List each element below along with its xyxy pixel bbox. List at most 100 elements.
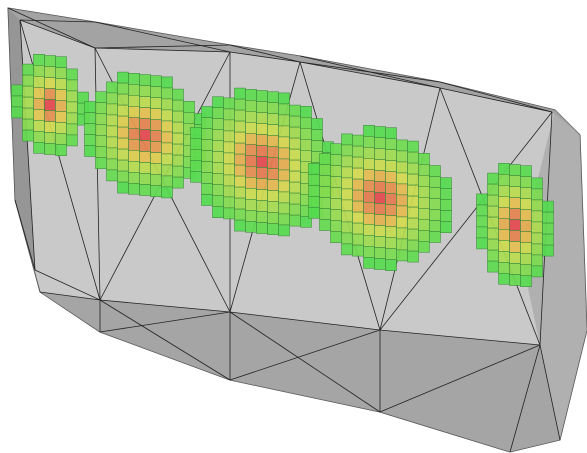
- heat-cell: [201, 139, 213, 151]
- heat-cell: [418, 241, 430, 253]
- heat-cell: [212, 151, 224, 163]
- heat-cell: [267, 157, 279, 169]
- heat-cell: [407, 239, 419, 252]
- heat-cell: [311, 140, 323, 152]
- heat-cell: [385, 171, 397, 183]
- heat-cell: [363, 169, 375, 181]
- heat-cell: [407, 195, 419, 208]
- heat-cell: [33, 131, 45, 143]
- heat-cell: [84, 123, 96, 135]
- heat-cell: [374, 192, 386, 204]
- heat-cell: [363, 158, 375, 170]
- heat-cell: [128, 150, 140, 162]
- heat-cell: [190, 149, 202, 161]
- heat-cell: [385, 160, 397, 172]
- heat-cell: [308, 207, 320, 219]
- heat-cell: [84, 112, 96, 124]
- heat-cell: [429, 165, 441, 177]
- heat-cell: [319, 208, 331, 220]
- heat-cell: [509, 186, 521, 198]
- heat-cell: [278, 158, 290, 171]
- heat-cell: [509, 208, 521, 220]
- heat-cell: [201, 106, 213, 118]
- heat-cell: [172, 176, 184, 189]
- heat-cell: [22, 107, 34, 120]
- heat-cell: [341, 232, 353, 245]
- heat-cell: [44, 99, 56, 111]
- heat-cell: [267, 179, 279, 191]
- heat-cell: [509, 263, 521, 275]
- heat-cell: [341, 221, 353, 234]
- heat-cell: [278, 92, 290, 105]
- heat-cell: [139, 151, 151, 163]
- heat-cell: [139, 140, 151, 152]
- heat-cell: [267, 135, 279, 147]
- heat-cell: [542, 244, 554, 257]
- heat-cell: [172, 121, 184, 134]
- heat-cell: [106, 147, 118, 160]
- hull-top-face: [8, 8, 580, 135]
- heat-cell: [245, 89, 257, 101]
- heat-cell: [55, 133, 67, 145]
- heat-cell: [245, 221, 257, 233]
- heat-cell: [352, 167, 364, 180]
- heat-cell: [95, 146, 107, 158]
- heat-cell: [352, 156, 364, 169]
- heat-cell: [407, 184, 419, 197]
- heat-cell: [66, 112, 78, 125]
- heat-cell: [509, 197, 521, 209]
- heat-cell: [117, 104, 129, 117]
- heat-cell: [330, 165, 342, 177]
- heat-cell: [289, 104, 301, 117]
- heat-cell: [256, 222, 268, 234]
- heat-cell: [212, 184, 224, 196]
- heat-cell: [407, 162, 419, 175]
- heat-cell: [161, 142, 173, 155]
- heat-cell: [487, 238, 499, 251]
- heat-cell: [407, 217, 419, 230]
- heat-cell: [245, 133, 257, 145]
- heat-cell: [245, 199, 257, 211]
- heat-cell: [150, 86, 162, 98]
- heat-cell: [22, 129, 34, 142]
- heat-cell: [542, 222, 554, 235]
- heat-cell: [374, 126, 386, 138]
- heat-cell: [278, 103, 290, 116]
- heat-cell: [117, 159, 129, 172]
- heat-cell: [289, 159, 301, 172]
- heat-cell: [498, 163, 510, 175]
- heat-cell: [531, 221, 543, 234]
- heat-cell: [396, 150, 408, 163]
- heat-cell: [128, 117, 140, 129]
- heat-cell: [476, 226, 488, 239]
- heat-cell: [396, 249, 408, 262]
- heat-cell: [234, 164, 246, 177]
- heat-cell: [278, 136, 290, 149]
- heat-cell: [311, 118, 323, 130]
- heat-cell: [212, 107, 224, 119]
- heat-cell: [256, 123, 268, 135]
- heat-cell: [212, 118, 224, 130]
- heat-cell: [245, 111, 257, 123]
- heat-cell: [22, 74, 34, 87]
- heat-cell: [55, 56, 67, 69]
- heat-cell: [201, 194, 213, 206]
- heat-cell: [150, 163, 162, 175]
- heat-cell: [520, 264, 532, 277]
- heat-cell: [278, 169, 290, 182]
- heat-cell: [330, 198, 342, 210]
- heat-cell: [498, 185, 510, 197]
- heat-cell: [245, 166, 257, 178]
- heat-cell: [531, 177, 543, 190]
- heat-cell: [223, 174, 235, 187]
- heat-cell: [531, 199, 543, 212]
- heat-cell: [66, 134, 78, 147]
- heat-cell: [374, 236, 386, 248]
- heat-cell: [95, 135, 107, 147]
- heat-cell: [117, 181, 129, 194]
- heat-cell: [117, 148, 129, 161]
- heat-cell: [223, 185, 235, 198]
- heat-cell: [128, 84, 140, 96]
- heat-cell: [267, 124, 279, 136]
- heat-cell: [201, 150, 213, 162]
